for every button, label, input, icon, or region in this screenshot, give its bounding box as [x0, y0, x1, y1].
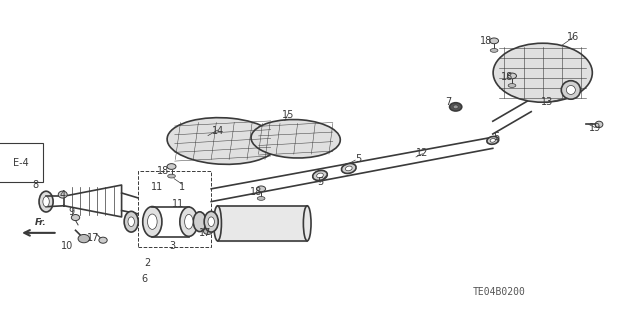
Ellipse shape [180, 207, 198, 236]
Text: 3: 3 [170, 241, 176, 251]
Ellipse shape [58, 191, 67, 198]
Ellipse shape [303, 206, 311, 241]
Ellipse shape [251, 120, 340, 158]
Ellipse shape [317, 173, 323, 178]
Ellipse shape [167, 164, 176, 169]
Text: Fr.: Fr. [35, 218, 46, 227]
Text: 12: 12 [416, 148, 429, 158]
Text: 7: 7 [445, 97, 451, 107]
Text: 6: 6 [141, 274, 147, 284]
Text: 5: 5 [355, 154, 362, 165]
Text: 19: 19 [589, 122, 602, 133]
Ellipse shape [193, 212, 206, 232]
Text: 11: 11 [150, 182, 163, 192]
Ellipse shape [508, 84, 516, 87]
Ellipse shape [43, 197, 49, 207]
Ellipse shape [184, 214, 193, 229]
Polygon shape [218, 206, 307, 241]
Text: 4: 4 [60, 189, 66, 200]
Text: 18: 18 [157, 166, 170, 176]
Text: 13: 13 [541, 97, 554, 107]
Text: 5: 5 [317, 177, 323, 187]
Text: 14: 14 [211, 126, 224, 136]
Ellipse shape [490, 48, 498, 52]
Ellipse shape [566, 85, 575, 94]
Ellipse shape [78, 234, 90, 243]
Ellipse shape [72, 214, 79, 221]
Text: 17: 17 [86, 233, 99, 243]
Text: 8: 8 [32, 180, 38, 190]
Ellipse shape [595, 121, 603, 128]
Text: 18: 18 [480, 36, 493, 47]
Text: 18: 18 [250, 187, 262, 197]
Text: 17: 17 [198, 228, 211, 238]
Text: 9: 9 [68, 207, 75, 217]
Text: E-4: E-4 [13, 158, 28, 168]
Text: 2: 2 [144, 258, 150, 268]
Ellipse shape [99, 237, 108, 243]
Ellipse shape [561, 81, 580, 99]
Ellipse shape [493, 43, 593, 102]
Ellipse shape [453, 105, 458, 109]
Text: TE04B0200: TE04B0200 [473, 287, 525, 297]
Ellipse shape [449, 103, 461, 111]
Ellipse shape [124, 211, 138, 232]
Ellipse shape [39, 191, 53, 212]
Ellipse shape [167, 118, 278, 164]
Text: 5: 5 [493, 132, 499, 142]
Ellipse shape [342, 163, 356, 174]
Ellipse shape [490, 38, 499, 44]
Ellipse shape [257, 197, 265, 200]
Ellipse shape [508, 73, 516, 79]
Ellipse shape [204, 211, 218, 232]
Ellipse shape [490, 138, 495, 142]
Ellipse shape [143, 207, 162, 237]
Text: 11: 11 [172, 199, 184, 209]
Text: 18: 18 [501, 72, 514, 82]
Ellipse shape [257, 186, 266, 192]
Ellipse shape [204, 228, 212, 234]
Text: 10: 10 [61, 241, 74, 251]
Ellipse shape [487, 137, 499, 144]
Text: 15: 15 [282, 110, 294, 120]
Ellipse shape [168, 174, 175, 178]
Ellipse shape [147, 214, 157, 229]
Ellipse shape [208, 217, 214, 226]
Text: 1: 1 [179, 182, 186, 192]
Ellipse shape [128, 217, 134, 226]
Text: 16: 16 [566, 32, 579, 42]
Ellipse shape [346, 166, 352, 171]
Ellipse shape [313, 170, 327, 181]
Polygon shape [64, 185, 122, 217]
Ellipse shape [214, 206, 221, 241]
